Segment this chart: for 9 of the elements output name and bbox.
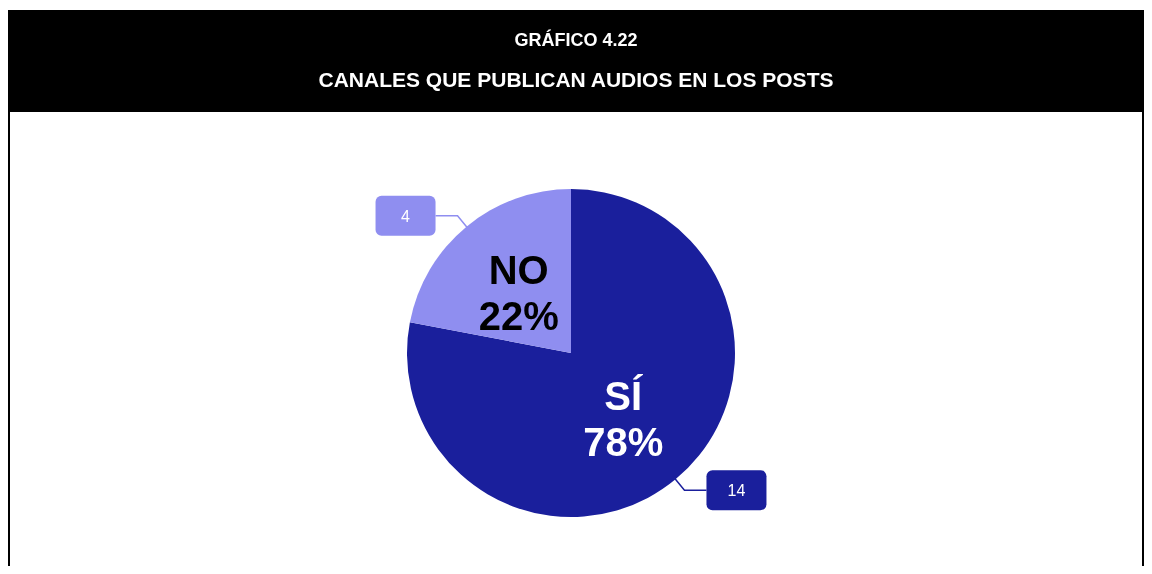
pie-slice [409, 189, 571, 353]
data-label: 22% [478, 293, 559, 338]
text: 14 [727, 482, 746, 500]
slice-label: NO [488, 247, 549, 292]
text: 4 [401, 207, 410, 225]
chart-title: GRÁFICO 4.22 [514, 29, 638, 50]
data-label: 78% [583, 420, 664, 465]
chart-subtitle: CANALES QUE PUBLICAN AUDIOS EN LOS POSTS [318, 68, 834, 91]
slice-label: SÍ [604, 374, 644, 419]
